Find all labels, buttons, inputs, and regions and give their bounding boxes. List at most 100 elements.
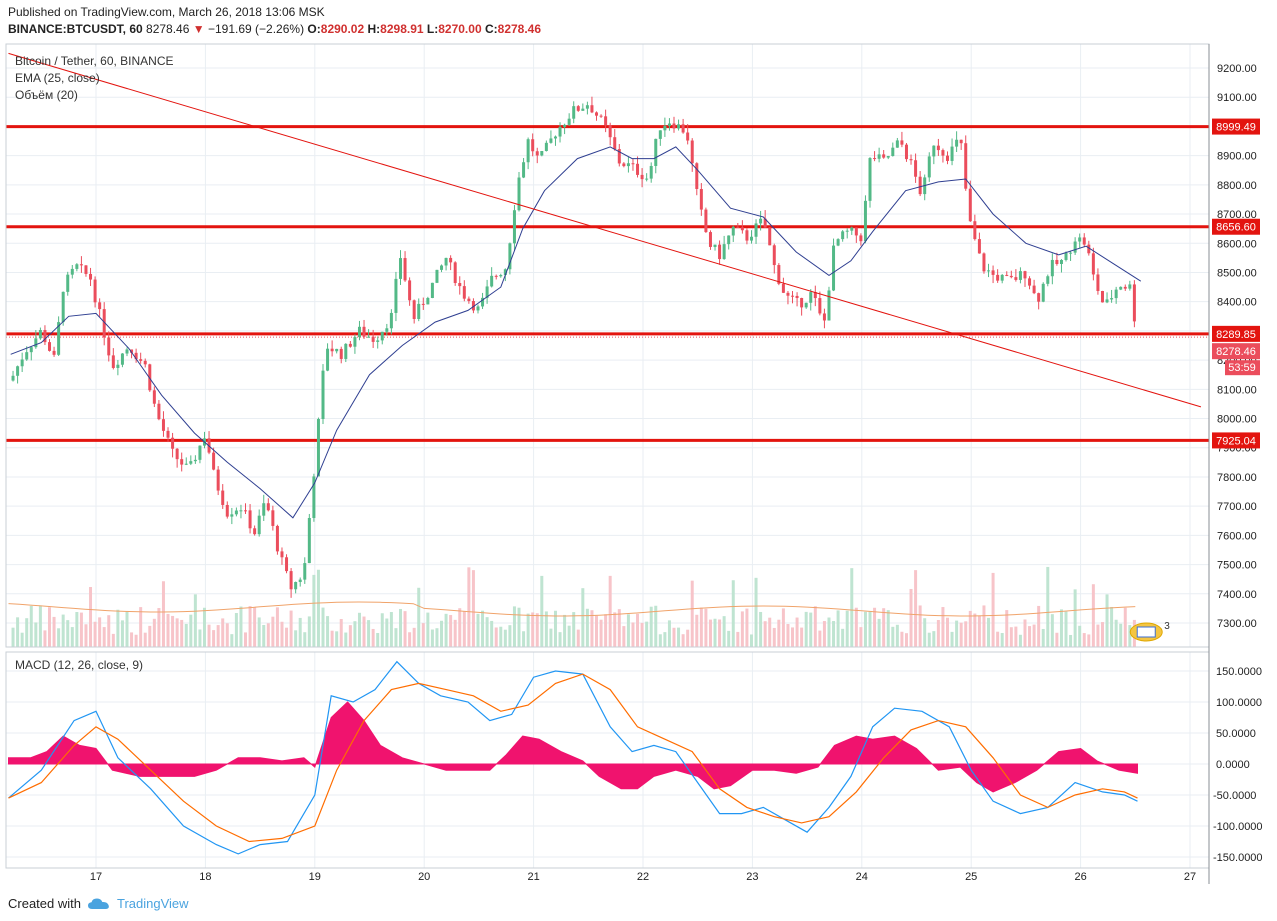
candle-body — [654, 138, 658, 166]
candle-body — [1041, 283, 1045, 302]
candle-body — [841, 231, 845, 240]
volume-bar — [1014, 626, 1018, 647]
candle-body — [640, 174, 644, 180]
volume-bar — [759, 611, 763, 647]
volume-bar — [398, 608, 402, 647]
volume-bar — [184, 623, 188, 647]
volume-bar — [385, 618, 389, 647]
volume-bar — [740, 611, 744, 647]
volume-bar — [727, 630, 731, 647]
candle-body — [740, 227, 744, 231]
footer-brand[interactable]: TradingView — [116, 896, 189, 911]
candle-body — [376, 340, 380, 342]
volume-bar — [631, 622, 635, 647]
volume-bar — [11, 627, 15, 647]
volume-bar — [180, 619, 184, 647]
volume-bar — [517, 607, 521, 647]
candle-body — [16, 366, 20, 376]
volume-bar — [1055, 632, 1059, 647]
legend-ema: EMA (25, close) — [15, 71, 100, 85]
candle-body — [307, 517, 311, 564]
volume-bar — [16, 617, 20, 647]
volume-bar — [230, 634, 234, 647]
candle-body — [398, 258, 402, 279]
high-value: 8298.91 — [380, 22, 424, 36]
candle-body — [198, 445, 202, 460]
candle-body — [1014, 277, 1018, 280]
candle-body — [891, 147, 895, 157]
candle-body — [681, 124, 685, 133]
volume-bar — [1018, 634, 1022, 647]
volume-bar — [262, 624, 266, 647]
candle-body — [918, 176, 922, 195]
candle-body — [727, 235, 731, 245]
volume-bar — [212, 630, 216, 647]
candle-body — [471, 301, 475, 311]
volume-bar — [822, 621, 826, 647]
volume-bar — [1050, 614, 1054, 647]
candle-body — [389, 312, 393, 329]
candle-body — [877, 154, 881, 159]
candle-body — [786, 292, 790, 296]
candle-body — [567, 118, 571, 125]
candle-body — [362, 326, 366, 337]
volume-bar — [681, 634, 685, 647]
candle-body — [645, 178, 649, 180]
volume-bar — [800, 627, 804, 647]
candle-body — [535, 151, 539, 156]
y-tick-label: 9200.00 — [1217, 63, 1257, 75]
candle-body — [244, 510, 248, 512]
candle-body — [868, 158, 872, 201]
volume-bar — [134, 634, 138, 647]
candle-body — [1132, 284, 1136, 322]
candle-body — [636, 163, 640, 175]
volume-bar — [335, 631, 339, 647]
y-tick-label: 8500.00 — [1217, 267, 1257, 279]
candle-body — [836, 239, 840, 246]
candle-body — [348, 343, 352, 347]
volume-bar — [818, 630, 822, 647]
last-price: 8278.46 — [146, 22, 190, 36]
volume-bar — [863, 611, 867, 647]
volume-bar — [408, 632, 412, 647]
candle-body — [950, 146, 954, 161]
volume-bar — [1105, 594, 1109, 647]
volume-bar — [353, 621, 357, 647]
candle-body — [553, 136, 557, 139]
volume-bar — [248, 606, 252, 647]
candle-body — [449, 257, 453, 263]
x-tick-label: 17 — [90, 871, 102, 883]
change-value: −191.69 (−2.26%) — [208, 22, 305, 36]
volume-bar — [467, 567, 471, 647]
candle-body — [1091, 253, 1095, 275]
x-tick-label: 20 — [418, 871, 430, 883]
candle-body — [854, 227, 858, 236]
signal-line — [8, 673, 1138, 843]
volume-bar — [130, 632, 134, 647]
candle-body — [522, 162, 526, 178]
candle-body — [1005, 274, 1009, 276]
candle-body — [517, 177, 521, 211]
volume-bar — [75, 612, 79, 647]
volume-bar — [490, 620, 494, 647]
candle-body — [759, 218, 763, 224]
x-tick-label: 25 — [965, 871, 977, 883]
volume-bar — [1028, 626, 1032, 647]
volume-bar — [882, 608, 886, 647]
candle-body — [490, 275, 494, 287]
candle-body — [98, 302, 102, 310]
candle-body — [982, 253, 986, 272]
volume-bar — [754, 577, 758, 647]
volume-bar — [1037, 605, 1041, 647]
candle-body — [303, 563, 307, 580]
candle-body — [667, 123, 671, 126]
candle-body — [161, 419, 165, 431]
volume-bar — [1119, 623, 1123, 647]
legend-title: Bitcoin / Tether, 60, BINANCE — [15, 54, 174, 68]
candle-body — [130, 349, 134, 353]
volume-bar — [923, 618, 927, 647]
candle-body — [430, 282, 434, 298]
candle-body — [380, 331, 384, 341]
